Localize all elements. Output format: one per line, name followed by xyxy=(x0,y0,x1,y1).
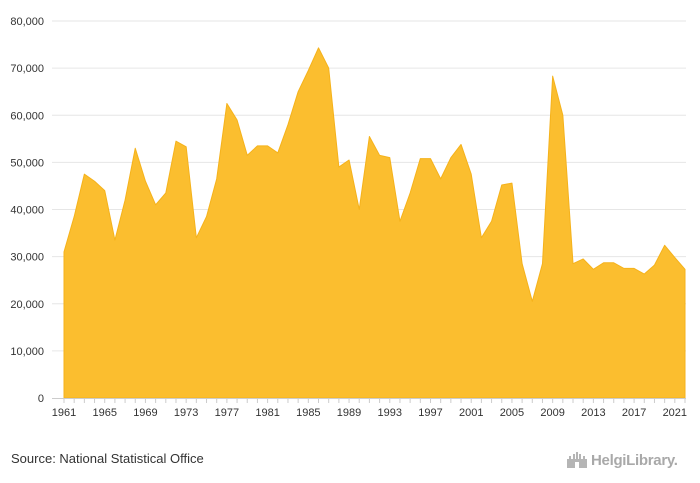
x-tick-label: 1973 xyxy=(174,407,198,419)
y-tick-label: 70,000 xyxy=(10,63,44,75)
y-tick-label: 80,000 xyxy=(10,16,44,28)
x-axis-ticks: 1961 1965 1969 1973 1977 1981 1985 1989 1993 1997… xyxy=(52,398,687,419)
y-tick-label: 50,000 xyxy=(10,157,44,169)
helgi-library-logo: HelgiLibrary. xyxy=(566,449,678,471)
y-tick-label: 10,000 xyxy=(10,346,44,358)
x-tick-label: 2013 xyxy=(581,407,605,419)
x-tick-label: 1989 xyxy=(337,407,361,419)
x-tick-label: 1993 xyxy=(378,407,402,419)
x-tick-label: 2001 xyxy=(459,407,483,419)
x-tick-label: 2009 xyxy=(540,407,564,419)
x-tick-label: 2021 xyxy=(663,407,687,419)
x-tick-label: 1985 xyxy=(296,407,320,419)
y-tick-label: 40,000 xyxy=(10,205,44,217)
source-note: Source: National Statistical Office xyxy=(11,451,204,466)
area-chart: 0 10,000 20,000 30,000 40,000 50,000 60,000 70,… xyxy=(10,16,687,419)
y-tick-label: 20,000 xyxy=(10,299,44,311)
y-tick-label: 60,000 xyxy=(10,110,44,122)
area-series xyxy=(63,47,686,399)
x-tick-label: 1965 xyxy=(92,407,116,419)
y-tick-label: 30,000 xyxy=(10,252,44,264)
x-tick-label: 1977 xyxy=(215,407,239,419)
x-tick-label: 2005 xyxy=(500,407,524,419)
x-tick-label: 1997 xyxy=(418,407,442,419)
castle-icon xyxy=(567,452,587,468)
x-tick-label: 2017 xyxy=(622,407,646,419)
x-tick-label: 1981 xyxy=(255,407,279,419)
x-tick-label: 1961 xyxy=(52,407,76,419)
x-tick-label: 1969 xyxy=(133,407,157,419)
logo-text: HelgiLibrary. xyxy=(591,451,678,469)
y-axis-tick-labels: 0 10,000 20,000 30,000 40,000 50,000 60,000 70,… xyxy=(10,16,44,405)
y-tick-label: 0 xyxy=(38,393,44,405)
